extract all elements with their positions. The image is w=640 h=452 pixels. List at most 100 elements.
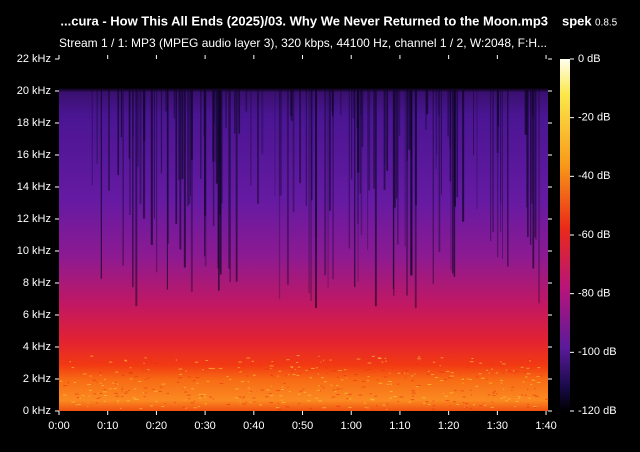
speckle	[297, 367, 300, 369]
streak	[462, 90, 465, 222]
streak	[278, 90, 281, 299]
streak	[229, 90, 231, 283]
streak	[261, 90, 264, 155]
y-tick-label: 10 kHz	[17, 245, 51, 257]
streak	[367, 90, 369, 250]
streak	[426, 90, 429, 115]
speckle	[246, 375, 249, 377]
streak	[404, 90, 406, 247]
speckle	[321, 377, 324, 379]
speckle	[537, 367, 541, 369]
streak	[530, 90, 533, 204]
color-tick-label: -20 dB	[578, 112, 610, 124]
speckle	[427, 370, 430, 372]
speckle	[87, 355, 90, 357]
streak	[415, 90, 417, 206]
speckle	[422, 366, 426, 368]
speckle	[492, 392, 496, 394]
speckle	[535, 395, 539, 397]
speckle	[128, 372, 133, 374]
speckle	[356, 358, 361, 360]
file-title: ...cura - How This All Ends (2025)/03. W…	[60, 13, 548, 28]
speckle	[462, 378, 465, 380]
speckle	[239, 371, 242, 373]
streak	[96, 90, 98, 164]
speckle	[536, 376, 540, 378]
speckle	[487, 394, 491, 396]
streak	[183, 90, 186, 268]
speckle	[81, 396, 83, 398]
speckle	[533, 406, 537, 408]
speckle	[517, 396, 521, 398]
speckle	[344, 392, 349, 394]
speckle	[444, 378, 448, 380]
speckle	[144, 361, 147, 363]
speckle	[272, 376, 274, 378]
speckle	[479, 405, 483, 407]
speckle	[514, 372, 516, 374]
speckle	[385, 360, 387, 362]
speckle	[524, 376, 528, 378]
streak	[178, 90, 181, 180]
streak	[425, 90, 427, 130]
speckle	[270, 385, 272, 387]
speckle	[500, 382, 503, 384]
speckle	[239, 401, 241, 403]
streak	[432, 90, 434, 285]
speckle	[190, 402, 195, 404]
speckle	[411, 395, 414, 397]
speckle	[240, 381, 245, 383]
speckle	[320, 361, 322, 363]
speckle	[491, 368, 493, 370]
speckle	[290, 366, 294, 368]
speckle	[460, 374, 462, 376]
y-tick-label: 16 kHz	[17, 149, 51, 161]
speckle	[292, 374, 296, 376]
streak	[352, 90, 355, 119]
speckle	[259, 404, 262, 406]
speckle	[431, 408, 435, 410]
speckle	[391, 358, 394, 360]
speckle	[247, 381, 250, 383]
speckle	[378, 358, 382, 360]
streak	[449, 90, 452, 182]
speckle	[128, 372, 133, 374]
speckle	[198, 397, 202, 399]
speckle	[111, 359, 114, 361]
speckle	[265, 396, 269, 398]
speckle	[540, 375, 543, 377]
streak	[219, 90, 221, 163]
x-tick-label: 1:30	[487, 420, 508, 432]
speckle	[218, 367, 223, 369]
speckle	[90, 355, 94, 357]
speckle	[269, 394, 274, 396]
speckle	[422, 356, 426, 358]
speckle	[251, 360, 254, 362]
streak	[397, 90, 399, 245]
streak	[452, 90, 454, 274]
speckle	[283, 382, 286, 384]
speckle	[250, 391, 252, 393]
streak	[120, 90, 123, 138]
speckle	[234, 388, 239, 390]
speckle	[134, 388, 137, 390]
speckle	[514, 370, 519, 372]
speckle	[462, 402, 465, 404]
speckle	[138, 380, 142, 382]
streak	[398, 90, 401, 137]
streak	[153, 90, 155, 219]
speckle	[100, 382, 102, 384]
speckle	[237, 396, 242, 398]
speckle	[309, 407, 312, 409]
speckle	[462, 380, 464, 382]
speckle	[73, 382, 76, 384]
streak	[136, 90, 139, 167]
speckle	[302, 388, 305, 390]
speckle	[479, 362, 483, 364]
speckle	[93, 393, 97, 395]
speckle	[179, 373, 183, 375]
speckle	[527, 404, 530, 406]
speckle	[179, 360, 183, 362]
streak	[441, 90, 442, 195]
streak	[396, 90, 398, 199]
